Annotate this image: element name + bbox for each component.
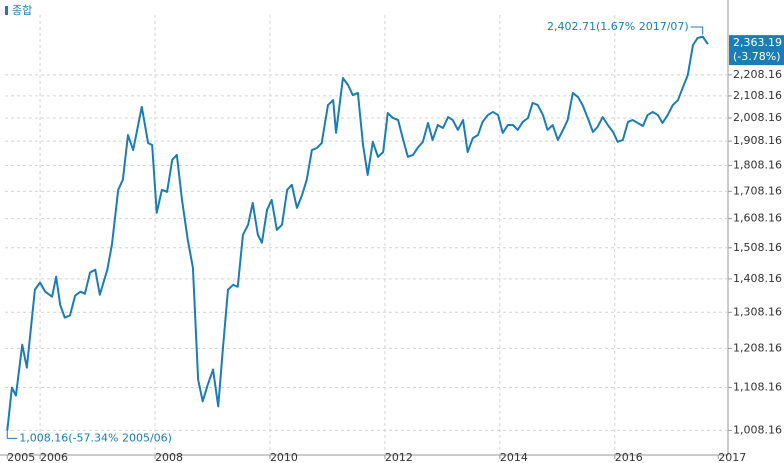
y-tick-label: 1,108.16 [733, 381, 782, 394]
y-tick-label: 1,908.16 [733, 134, 782, 147]
y-tick-label: 1,008.16 [733, 423, 782, 436]
y-tick-label: 1,308.16 [733, 305, 782, 318]
last-value-box [729, 35, 784, 66]
annotation-leader [6, 424, 18, 439]
x-tick-label: 2014 [500, 451, 528, 463]
annotation-leader [690, 26, 704, 35]
y-tick-label: 2,208.16 [733, 68, 782, 81]
x-tick-label: 2010 [270, 451, 298, 463]
y-tick-label: 1,608.16 [733, 212, 782, 225]
legend-label: 종합 [12, 4, 32, 17]
annotation: 2,402.71(1.67% 2017/07) [547, 20, 689, 33]
legend-swatch [5, 6, 8, 15]
x-tick-label: 2005 [7, 451, 35, 463]
y-tick-label: 1,208.16 [733, 341, 782, 354]
y-tick-label: 2,008.16 [733, 111, 782, 124]
line-series [6, 35, 709, 431]
x-tick-label: 2008 [155, 451, 183, 463]
annotation: 1,008.16(-57.34% 2005/06) [19, 431, 172, 444]
y-tick-label: 1,708.16 [733, 184, 782, 197]
y-tick-label: 1,808.16 [733, 159, 782, 172]
x-tick-label: 2006 [40, 451, 68, 463]
last-value-change: (-3.78%) [733, 50, 781, 63]
y-tick-label: 1,408.16 [733, 272, 782, 285]
x-tick-label: 2012 [385, 451, 413, 463]
y-tick-label: 2,108.16 [733, 89, 782, 102]
y-tick-label: 1,508.16 [733, 241, 782, 254]
last-value-label: 2,363.19 [733, 36, 782, 49]
x-tick-label: 2016 [615, 451, 643, 463]
x-tick-label: 2017 [718, 451, 746, 463]
